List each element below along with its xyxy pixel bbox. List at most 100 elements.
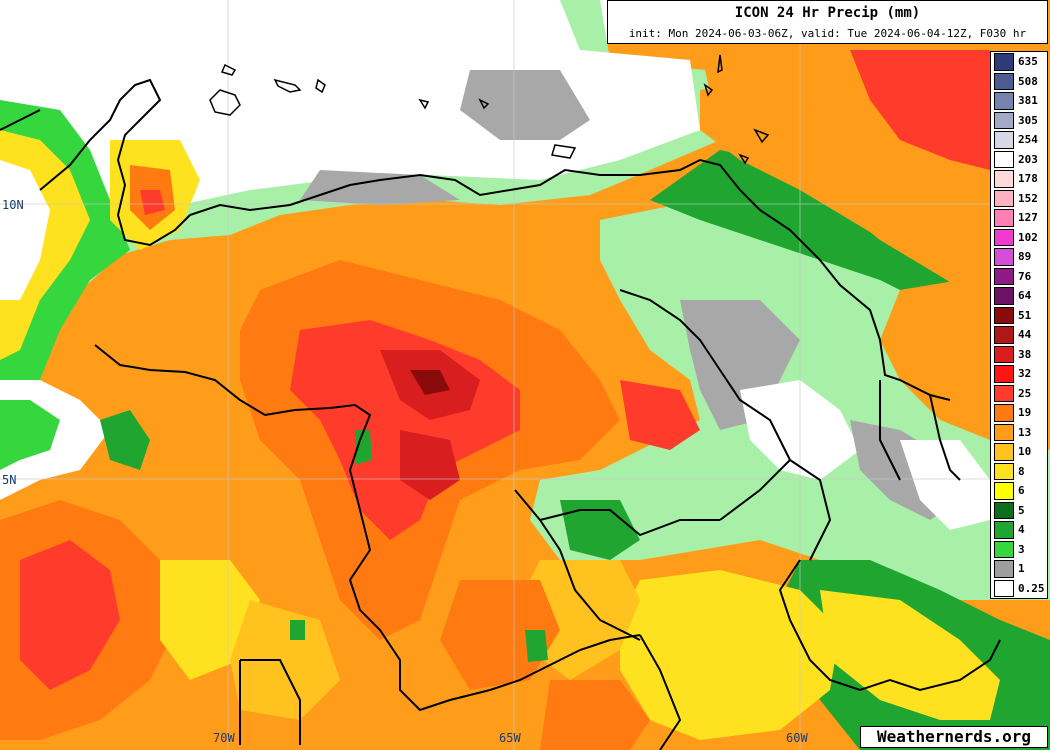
legend-label: 127 — [1018, 211, 1038, 224]
legend-item: 76 — [991, 267, 1049, 287]
legend-swatch — [994, 501, 1014, 519]
lon-label-60w: 60W — [786, 731, 808, 745]
legend-item: 152 — [991, 189, 1049, 209]
legend-item: 203 — [991, 150, 1049, 170]
legend-item: 635 — [991, 52, 1049, 72]
map-title-box: ICON 24 Hr Precip (mm) init: Mon 2024-06… — [607, 0, 1048, 44]
legend-item: 127 — [991, 208, 1049, 228]
legend-swatch — [994, 345, 1014, 363]
legend-label: 635 — [1018, 55, 1038, 68]
legend-item: 64 — [991, 286, 1049, 306]
legend-swatch — [994, 150, 1014, 168]
legend-item: 6 — [991, 481, 1049, 501]
lon-label-65w: 65W — [499, 731, 521, 745]
legend-label: 19 — [1018, 406, 1032, 419]
legend-item: 5 — [991, 501, 1049, 521]
legend-label: 0.25 — [1018, 581, 1045, 595]
legend-swatch — [994, 462, 1014, 480]
legend-swatch — [994, 287, 1014, 305]
legend-label: 178 — [1018, 172, 1038, 185]
legend-label: 102 — [1018, 230, 1038, 244]
lon-label-70w: 70W — [213, 731, 235, 745]
political-borders — [0, 78, 1001, 750]
legend-label: 305 — [1018, 113, 1038, 127]
legend-label: 76 — [1018, 269, 1032, 283]
legend-item: 10 — [991, 442, 1049, 462]
legend-label: 5 — [1018, 503, 1025, 517]
legend-swatch — [994, 170, 1014, 188]
legend-swatch — [994, 306, 1014, 324]
legend-label: 508 — [1018, 74, 1038, 88]
legend-item: 32 — [991, 364, 1049, 384]
legend-item: 381 — [991, 91, 1049, 111]
legend-swatch — [994, 384, 1014, 402]
legend-swatch — [994, 365, 1014, 383]
legend-swatch — [994, 72, 1014, 90]
legend-swatch — [994, 482, 1014, 500]
legend-label: 13 — [1018, 425, 1032, 439]
legend-swatch — [994, 248, 1014, 266]
legend-item: 3 — [991, 540, 1049, 560]
legend-swatch — [994, 423, 1014, 441]
legend-swatch — [994, 189, 1014, 207]
legend-label: 203 — [1018, 152, 1038, 166]
graticule — [0, 0, 990, 750]
lat-label-10n: 10N — [2, 198, 24, 212]
legend-swatch — [994, 92, 1014, 110]
legend-label: 1 — [1018, 562, 1025, 575]
legend-item: 19 — [991, 403, 1049, 423]
legend-swatch — [994, 404, 1014, 422]
legend-swatch — [994, 209, 1014, 227]
legend-label: 3 — [1018, 542, 1025, 556]
legend-swatch — [994, 267, 1014, 285]
legend-item: 102 — [991, 228, 1049, 248]
legend-label: 25 — [1018, 386, 1032, 400]
legend-item: 508 — [991, 72, 1049, 92]
legend-item: 4 — [991, 520, 1049, 540]
legend-item: 13 — [991, 423, 1049, 443]
legend-item: 89 — [991, 247, 1049, 267]
legend-swatch — [994, 560, 1014, 578]
legend-item: 254 — [991, 130, 1049, 150]
legend-item: 25 — [991, 384, 1049, 404]
legend-label: 6 — [1018, 484, 1025, 497]
map-subtitle: init: Mon 2024-06-03-06Z, valid: Tue 202… — [628, 27, 1027, 40]
legend-swatch — [994, 326, 1014, 344]
legend-item: 0.25 — [991, 579, 1049, 599]
legend-swatch — [994, 579, 1014, 597]
legend-swatch — [994, 53, 1014, 71]
map-title: ICON 24 Hr Precip (mm) — [734, 5, 921, 21]
legend-item: 38 — [991, 345, 1049, 365]
legend-label: 152 — [1018, 191, 1038, 205]
legend-item: 51 — [991, 306, 1049, 326]
brand-label: Weathernerds.org — [860, 726, 1048, 748]
precip-legend: 635 508 381 305 254 203 178 152 127 102 89 76 64 51 44… — [990, 51, 1048, 599]
legend-swatch — [994, 111, 1014, 129]
legend-label: 10 — [1018, 445, 1032, 458]
legend-label: 89 — [1018, 250, 1032, 263]
legend-item: 8 — [991, 462, 1049, 482]
islands — [209, 54, 770, 165]
legend-item: 44 — [991, 325, 1049, 345]
legend-swatch — [994, 443, 1014, 461]
legend-swatch — [994, 131, 1014, 149]
legend-label: 254 — [1018, 133, 1038, 146]
legend-label: 4 — [1018, 523, 1025, 536]
legend-label: 8 — [1018, 464, 1025, 478]
legend-label: 44 — [1018, 328, 1032, 341]
legend-label: 32 — [1018, 367, 1032, 380]
legend-swatch — [994, 228, 1014, 246]
lat-label-5n: 5N — [2, 473, 17, 487]
legend-label: 38 — [1018, 347, 1032, 361]
legend-swatch — [994, 540, 1014, 558]
legend-item: 178 — [991, 169, 1049, 189]
legend-label: 51 — [1018, 308, 1032, 322]
legend-label: 64 — [1018, 289, 1032, 302]
legend-item: 305 — [991, 111, 1049, 131]
legend-swatch — [994, 521, 1014, 539]
legend-item: 1 — [991, 559, 1049, 579]
legend-label: 381 — [1018, 94, 1038, 107]
